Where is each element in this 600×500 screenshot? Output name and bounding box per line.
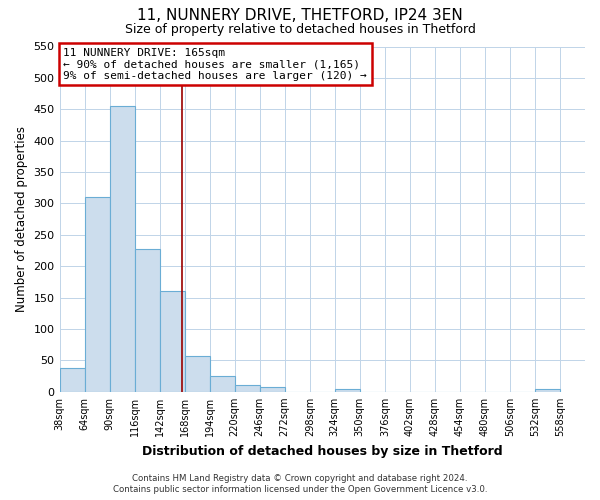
Text: Contains HM Land Registry data © Crown copyright and database right 2024.
Contai: Contains HM Land Registry data © Crown c…	[113, 474, 487, 494]
X-axis label: Distribution of detached houses by size in Thetford: Distribution of detached houses by size …	[142, 444, 503, 458]
Bar	[110, 106, 134, 392]
Text: Size of property relative to detached houses in Thetford: Size of property relative to detached ho…	[125, 22, 475, 36]
Bar	[59, 368, 85, 392]
Y-axis label: Number of detached properties: Number of detached properties	[15, 126, 28, 312]
Bar	[209, 376, 235, 392]
Bar	[335, 388, 360, 392]
Bar	[235, 385, 260, 392]
Bar	[160, 292, 185, 392]
Text: 11, NUNNERY DRIVE, THETFORD, IP24 3EN: 11, NUNNERY DRIVE, THETFORD, IP24 3EN	[137, 8, 463, 22]
Bar	[85, 197, 110, 392]
Bar	[260, 387, 285, 392]
Text: 11 NUNNERY DRIVE: 165sqm
← 90% of detached houses are smaller (1,165)
9% of semi: 11 NUNNERY DRIVE: 165sqm ← 90% of detach…	[64, 48, 367, 81]
Bar	[134, 248, 160, 392]
Bar	[535, 388, 560, 392]
Bar	[185, 356, 209, 392]
